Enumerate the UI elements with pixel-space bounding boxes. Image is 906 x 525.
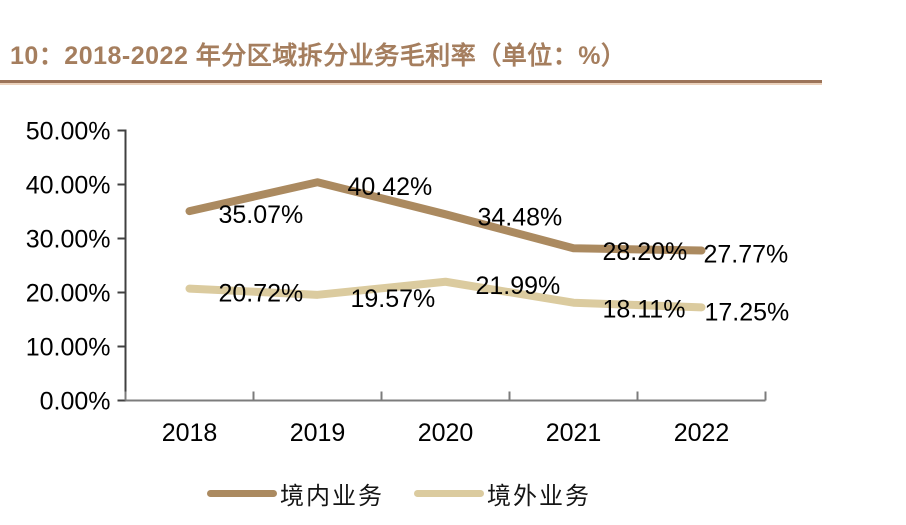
legend-label-domestic: 境内业务 xyxy=(280,484,384,510)
data-label: 18.11% xyxy=(603,296,686,324)
data-label: 35.07% xyxy=(219,201,304,229)
data-label: 28.20% xyxy=(603,238,688,266)
x-tick-label: 2019 xyxy=(290,419,346,447)
series-line-overseas xyxy=(185,277,706,312)
title-rule xyxy=(0,80,822,85)
y-tick-label: 0.00% xyxy=(40,388,111,416)
y-tick-label: 30.00% xyxy=(26,226,111,254)
data-label: 19.57% xyxy=(351,285,436,313)
legend: 境内业务 境外业务 xyxy=(207,476,591,511)
y-tick-label: 20.00% xyxy=(26,280,111,308)
chart-title: 10：2018-2022 年分区域拆分业务毛利率（单位：%） xyxy=(10,42,627,70)
series-line-domestic xyxy=(185,178,706,255)
x-tick-label: 2020 xyxy=(418,419,474,447)
data-label: 20.72% xyxy=(219,280,304,308)
y-tick-label: 50.00% xyxy=(26,118,111,146)
x-tick-label: 2021 xyxy=(546,419,602,447)
legend-item-domestic: 境内业务 xyxy=(207,476,384,511)
data-label: 27.77% xyxy=(704,241,789,269)
legend-item-overseas: 境外业务 xyxy=(414,476,591,511)
y-tick-label: 10.00% xyxy=(26,334,111,362)
x-tick-label: 2018 xyxy=(162,419,218,447)
data-label: 17.25% xyxy=(705,298,790,326)
legend-swatch-overseas xyxy=(414,490,484,497)
x-tick-label: 2022 xyxy=(674,419,730,447)
legend-label-overseas: 境外业务 xyxy=(487,484,591,510)
data-label: 40.42% xyxy=(348,173,433,201)
data-label: 21.99% xyxy=(476,272,561,300)
data-label: 34.48% xyxy=(478,203,563,231)
legend-swatch-domestic xyxy=(207,490,277,497)
y-tick-label: 40.00% xyxy=(26,172,111,200)
